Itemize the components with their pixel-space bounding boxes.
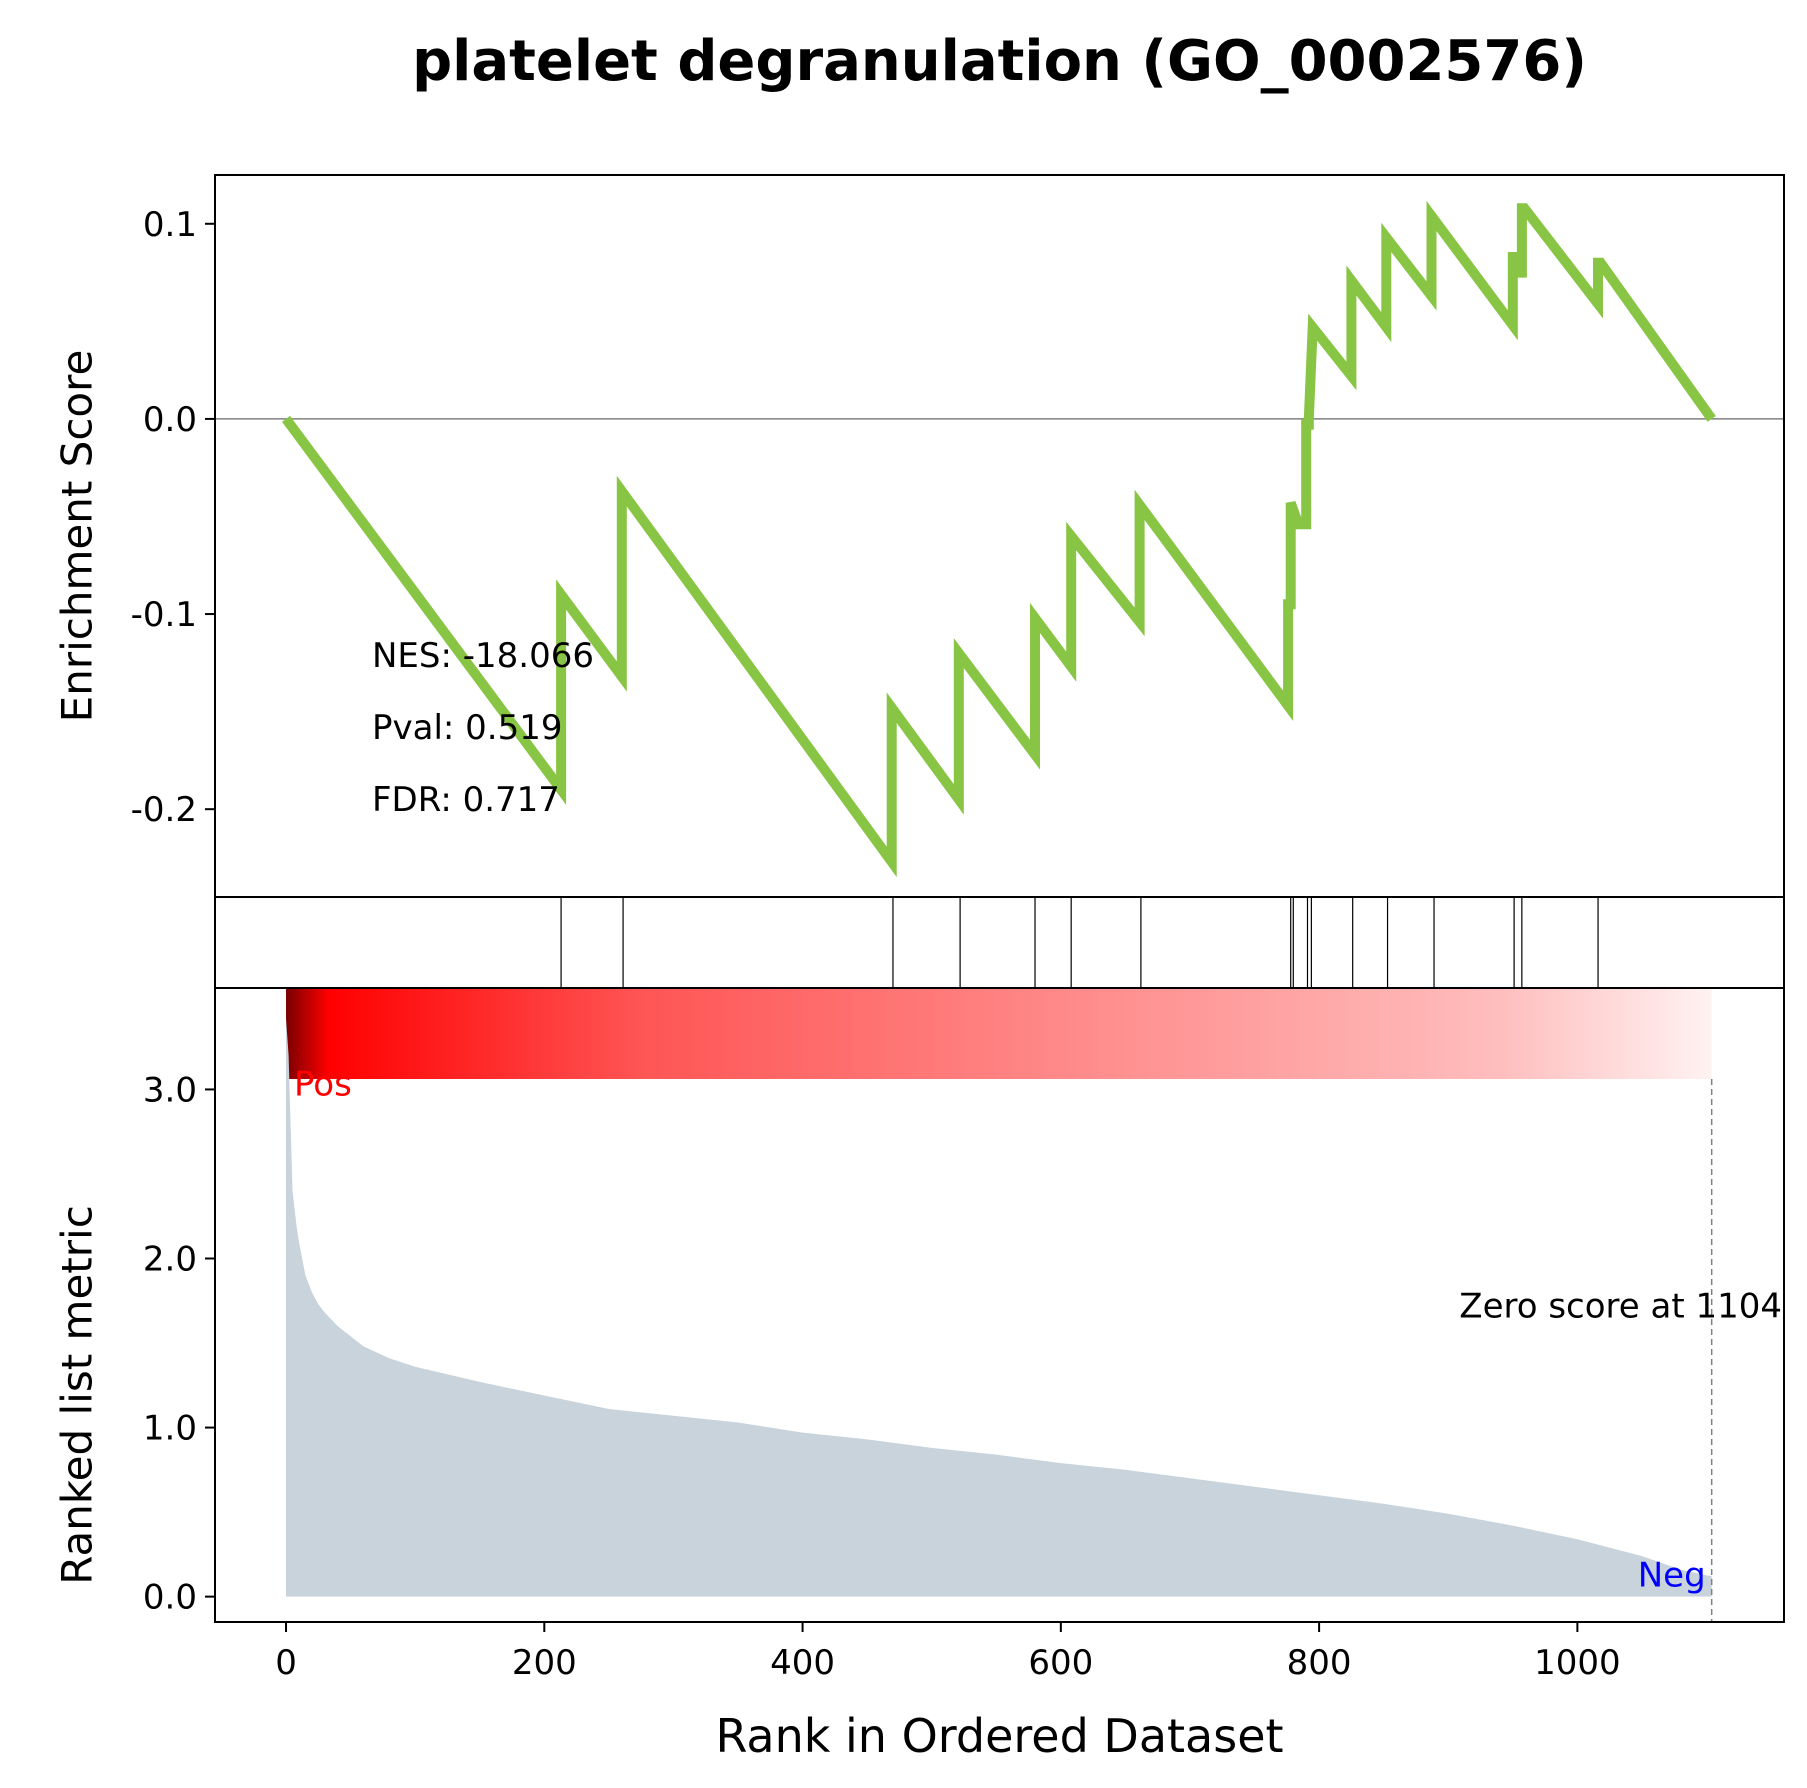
- enrichment-score-line: [281, 200, 1716, 878]
- hits-panel-frame: [214, 896, 1785, 989]
- neg-label: Neg: [1638, 1556, 1706, 1596]
- nes-annotation: NES: -18.066: [372, 636, 594, 676]
- pos-label: Pos: [294, 1064, 352, 1104]
- chart-title: platelet degranulation (GO_0002576): [412, 29, 1587, 94]
- es-y-axis-label: Enrichment Score: [53, 350, 102, 723]
- rank-y-tick-label: 0.0: [143, 1578, 197, 1618]
- es-y-axis: 0.1 0.0 -0.1 -0.2: [131, 205, 215, 830]
- rank-x-tick-label: 600: [1028, 1643, 1093, 1683]
- rank-x-axis-label: Rank in Ordered Dataset: [715, 1709, 1283, 1763]
- rank-x-tick-label: 200: [512, 1643, 577, 1683]
- es-y-tick-label: 0.0: [143, 400, 197, 440]
- rank-x-axis: 0 200 400 600 800 1000: [275, 1622, 1621, 1683]
- zero-score-label: Zero score at 1104: [1459, 1287, 1782, 1327]
- ranked-metric-panel: 0.0 1.0 2.0 3.0 0 200 400 600 800 1000 Pos Neg Z…: [53, 987, 1785, 1763]
- rank-panel-frame: [214, 987, 1785, 1623]
- rank-y-axis-label: Ranked list metric: [53, 1205, 102, 1585]
- es-y-tick-label: -0.1: [131, 595, 197, 635]
- rank-y-tick-label: 2.0: [143, 1240, 197, 1280]
- es-y-tick-label: -0.2: [131, 790, 197, 830]
- rank-gradient-bar: [286, 988, 1712, 1079]
- fdr-annotation: FDR: 0.717: [372, 780, 560, 820]
- rank-y-axis: 0.0 1.0 2.0 3.0: [143, 1070, 215, 1618]
- rank-x-tick-label: 400: [770, 1643, 835, 1683]
- enrichment-score-panel: 0.1 0.0 -0.1 -0.2 Enrichment Score NES: -18…: [53, 174, 1785, 898]
- rank-x-tick-label: 0: [275, 1643, 297, 1683]
- gene-hits-panel: [214, 896, 1785, 989]
- rank-y-tick-label: 1.0: [143, 1409, 197, 1449]
- rank-x-tick-label: 1000: [1534, 1643, 1621, 1683]
- es-y-tick-label: 0.1: [143, 205, 197, 245]
- rank-y-tick-label: 3.0: [143, 1070, 197, 1110]
- rank-x-tick-label: 800: [1287, 1643, 1352, 1683]
- gene-hit-ticks: [560, 897, 1599, 988]
- pval-annotation: Pval: 0.519: [372, 708, 563, 748]
- ranked-metric-area: [286, 1018, 1712, 1597]
